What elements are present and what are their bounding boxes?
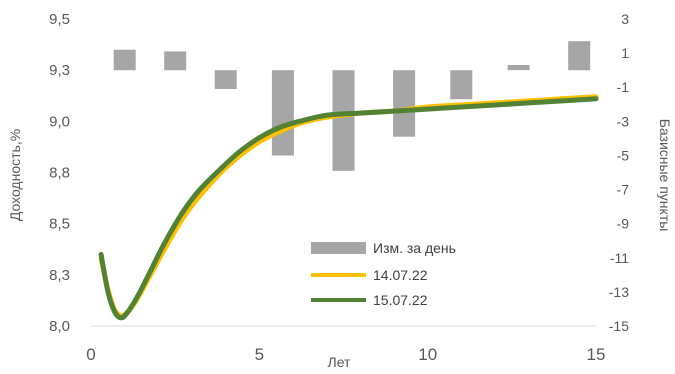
y-left-tick-label: 8,3 (49, 267, 70, 284)
y-left-tick-label: 8,0 (49, 318, 70, 335)
y-right-tick-label: -7 (617, 182, 630, 198)
bar (214, 70, 237, 89)
y-right-tick-label: -5 (617, 147, 630, 163)
y-right-tick-label: -15 (609, 318, 629, 334)
bar (393, 70, 416, 137)
y-right-tick-label: 3 (621, 11, 629, 27)
y-left-axis-title: Доходность,% (7, 129, 23, 221)
x-tick-label: 15 (587, 345, 606, 364)
legend-label-series-2: 15.07.22 (373, 292, 428, 308)
lines-layer (98, 94, 599, 321)
y-right-tick-label: -11 (610, 250, 629, 266)
bar (271, 70, 294, 156)
x-tick-label: 5 (255, 345, 264, 364)
x-tick-label: 10 (418, 345, 437, 364)
legend-label-series-1: 14.07.22 (373, 267, 428, 283)
legend: Изм. за день 14.07.22 15.07.22 (311, 240, 456, 308)
y-left-axis-ticks: 8,0 8,3 8,5 8,8 9,0 9,3 9,5 (49, 11, 70, 335)
x-axis-ticks: 0 5 10 15 (86, 345, 605, 364)
y-left-tick-label: 9,5 (49, 11, 70, 28)
y-left-tick-label: 8,5 (49, 216, 70, 233)
series-line-2 (98, 96, 599, 321)
y-right-tick-label: -9 (617, 216, 630, 232)
y-right-axis-ticks: -15-13-11-9-7-5-3-113 (609, 11, 629, 334)
y-right-axis-title: Базисные пункты (657, 119, 673, 232)
y-right-tick-label: -13 (609, 284, 629, 300)
bar (568, 41, 591, 71)
bar (164, 51, 187, 71)
bar (113, 49, 136, 71)
y-left-tick-label: 9,3 (49, 62, 70, 79)
x-axis-title: Лет (328, 354, 352, 370)
y-left-tick-label: 9,0 (49, 113, 70, 130)
y-left-tick-label: 8,8 (49, 165, 70, 182)
x-tick-label: 0 (86, 345, 95, 364)
y-right-tick-label: -3 (617, 113, 630, 129)
bar (450, 70, 473, 100)
y-right-tick-label: -1 (617, 79, 630, 95)
y-right-tick-label: 1 (621, 45, 629, 61)
legend-swatch-bars (311, 242, 366, 254)
legend-label-bars: Изм. за день (373, 240, 456, 256)
bar (332, 70, 355, 171)
bar (507, 65, 530, 71)
